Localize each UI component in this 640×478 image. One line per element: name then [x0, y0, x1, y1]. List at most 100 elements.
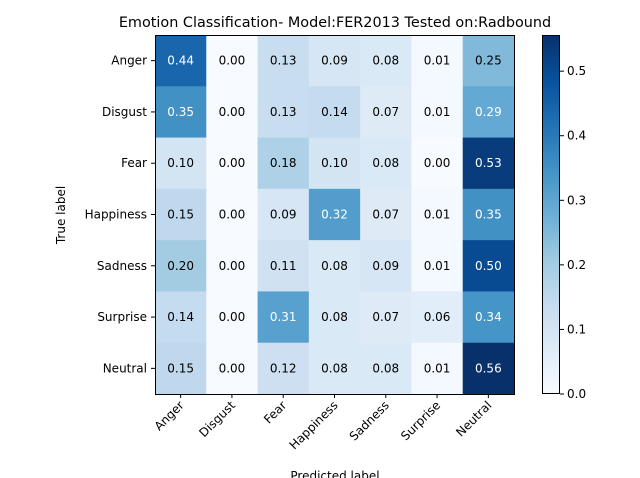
heatmap-cell	[411, 137, 464, 190]
heatmap-cell	[360, 137, 412, 190]
heatmap-cell	[206, 137, 259, 190]
heatmap-cell	[206, 188, 259, 241]
heatmap-cell	[411, 240, 464, 292]
colorbar-tick-label: 0.5	[567, 64, 586, 78]
y-axis-ticks: Anger Disgust Fear Happiness Sadness Surprise…	[85, 54, 155, 375]
heatmap-cell	[206, 35, 259, 87]
cell-value-label: 0.08	[321, 259, 348, 273]
cell-value-label: 0.08	[321, 310, 348, 324]
x-tick-label: Happiness	[287, 398, 341, 452]
heatmap-cell	[257, 137, 310, 190]
cell-value-label: 0.31	[270, 310, 297, 324]
cell-value-label: 0.06	[424, 310, 451, 324]
heatmap-cell	[155, 291, 207, 344]
heatmap-cell	[411, 35, 464, 87]
cell-value-label: 0.14	[321, 105, 348, 119]
colorbar-ticks: 0.0 0.1 0.2 0.3 0.4 0.5	[560, 64, 586, 401]
cell-value-label: 0.25	[475, 54, 502, 68]
colorbar-tick-label: 0.2	[567, 258, 586, 272]
heatmap-cell	[308, 291, 361, 344]
y-axis-label: True label	[54, 186, 68, 245]
cell-value-label: 0.10	[167, 156, 194, 170]
heatmap-cell	[360, 342, 412, 395]
cell-value-label: 0.00	[219, 259, 246, 273]
heatmap-cell	[462, 137, 515, 190]
x-tick-label: Anger	[152, 398, 187, 433]
heatmap-cell	[155, 137, 207, 190]
cell-value-label: 0.07	[372, 105, 399, 119]
cell-value-label: 0.00	[219, 361, 246, 375]
chart-title: Emotion Classification- Model:FER2013 Te…	[119, 15, 551, 31]
heatmap-cell	[308, 137, 361, 190]
cell-value-label: 0.01	[424, 208, 451, 222]
cell-value-label: 0.00	[219, 156, 246, 170]
heatmap-cell	[206, 342, 259, 395]
x-tick-label: Neutral	[453, 398, 494, 439]
heatmap-cell	[257, 86, 310, 139]
heatmap-cell	[462, 342, 515, 395]
x-tick-label: Sadness	[347, 398, 392, 443]
cell-value-label: 0.00	[219, 105, 246, 119]
heatmap-cell	[206, 291, 259, 344]
cell-value-label: 0.00	[424, 156, 451, 170]
heatmap-cell	[155, 188, 207, 241]
cell-value-label: 0.07	[372, 208, 399, 222]
heatmap-cell	[411, 86, 464, 139]
cell-value-label: 0.08	[372, 156, 399, 170]
cell-value-label: 0.09	[321, 54, 348, 68]
cell-value-label: 0.00	[219, 54, 246, 68]
heatmap-cell	[411, 291, 464, 344]
heatmap-cell	[360, 86, 412, 139]
cell-value-label: 0.35	[167, 105, 194, 119]
y-tick-label: Fear	[121, 156, 147, 170]
heatmap-cell	[462, 35, 515, 87]
cell-value-label: 0.01	[424, 361, 451, 375]
cell-value-label: 0.44	[167, 54, 194, 68]
cell-value-label: 0.08	[372, 54, 399, 68]
heatmap-cell	[308, 35, 361, 87]
y-tick-label: Disgust	[102, 105, 147, 119]
cell-value-label: 0.01	[424, 54, 451, 68]
heatmap-cell	[360, 188, 412, 241]
cell-value-label: 0.08	[321, 361, 348, 375]
cell-value-label: 0.00	[219, 310, 246, 324]
heatmap-cell	[360, 240, 412, 292]
heatmap-cell	[155, 86, 207, 139]
heatmap-cell	[308, 342, 361, 395]
cell-value-label: 0.20	[167, 259, 194, 273]
heatmap-cell	[155, 35, 207, 87]
heatmap-cell	[257, 240, 310, 292]
heatmap-cell	[257, 342, 310, 395]
heatmap-cell	[411, 342, 464, 395]
heatmap-cell	[257, 291, 310, 344]
colorbar-tick-label: 0.4	[567, 129, 586, 143]
cell-value-label: 0.12	[270, 361, 297, 375]
heatmap-cells	[155, 35, 515, 395]
cell-value-label: 0.34	[475, 310, 502, 324]
heatmap-cell	[411, 188, 464, 241]
heatmap-cell	[206, 86, 259, 139]
cell-value-label: 0.09	[372, 259, 399, 273]
cell-value-label: 0.01	[424, 259, 451, 273]
cell-value-label: 0.53	[475, 156, 502, 170]
heatmap-cell	[360, 291, 412, 344]
heatmap-cell	[462, 86, 515, 139]
cell-value-label: 0.01	[424, 105, 451, 119]
cell-value-label: 0.10	[321, 156, 348, 170]
heatmap-cell	[155, 342, 207, 395]
cell-value-label: 0.09	[270, 208, 297, 222]
cell-value-label: 0.15	[167, 361, 194, 375]
colorbar-tick-label: 0.1	[567, 322, 586, 336]
cell-value-label: 0.18	[270, 156, 297, 170]
y-tick-label: Happiness	[85, 208, 147, 222]
cell-value-label: 0.08	[372, 361, 399, 375]
heatmap-cell	[360, 35, 412, 87]
cell-value-label: 0.50	[475, 259, 502, 273]
heatmap-cell	[257, 188, 310, 241]
heatmap-cell	[308, 86, 361, 139]
colorbar	[542, 35, 560, 394]
heatmap-cell	[308, 240, 361, 292]
y-tick-label: Neutral	[103, 361, 147, 375]
